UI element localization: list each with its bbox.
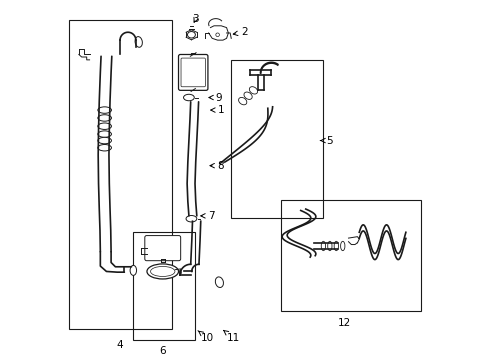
Ellipse shape — [98, 115, 111, 121]
Ellipse shape — [340, 241, 344, 251]
Text: 12: 12 — [338, 319, 351, 328]
Text: 9: 9 — [208, 93, 222, 103]
Text: 8: 8 — [209, 161, 224, 171]
Text: 5: 5 — [320, 136, 332, 145]
Ellipse shape — [98, 137, 111, 144]
Ellipse shape — [98, 144, 111, 151]
Text: 4: 4 — [116, 340, 123, 350]
FancyBboxPatch shape — [144, 235, 180, 261]
Ellipse shape — [98, 123, 111, 130]
Ellipse shape — [98, 107, 111, 113]
Ellipse shape — [238, 98, 246, 105]
Ellipse shape — [215, 33, 219, 37]
Ellipse shape — [187, 32, 195, 38]
Ellipse shape — [249, 87, 257, 94]
Bar — [132, 232, 195, 339]
Text: 10: 10 — [198, 331, 213, 343]
Ellipse shape — [183, 94, 194, 101]
Text: 1: 1 — [210, 105, 224, 115]
Ellipse shape — [321, 241, 325, 251]
Bar — [69, 21, 172, 329]
Ellipse shape — [98, 131, 111, 137]
Bar — [281, 200, 420, 311]
Text: 7: 7 — [201, 211, 214, 221]
Text: 11: 11 — [223, 330, 239, 343]
FancyBboxPatch shape — [181, 58, 205, 87]
Text: 3: 3 — [192, 14, 199, 24]
Ellipse shape — [150, 266, 175, 276]
Ellipse shape — [185, 216, 196, 222]
Text: 6: 6 — [159, 346, 166, 356]
Ellipse shape — [244, 92, 252, 99]
Text: 2: 2 — [233, 27, 247, 37]
FancyBboxPatch shape — [178, 54, 207, 90]
Ellipse shape — [327, 241, 331, 251]
Ellipse shape — [147, 264, 178, 279]
Ellipse shape — [130, 265, 136, 275]
Ellipse shape — [215, 277, 223, 288]
Ellipse shape — [333, 241, 338, 251]
Bar — [230, 60, 322, 218]
Ellipse shape — [135, 37, 142, 47]
